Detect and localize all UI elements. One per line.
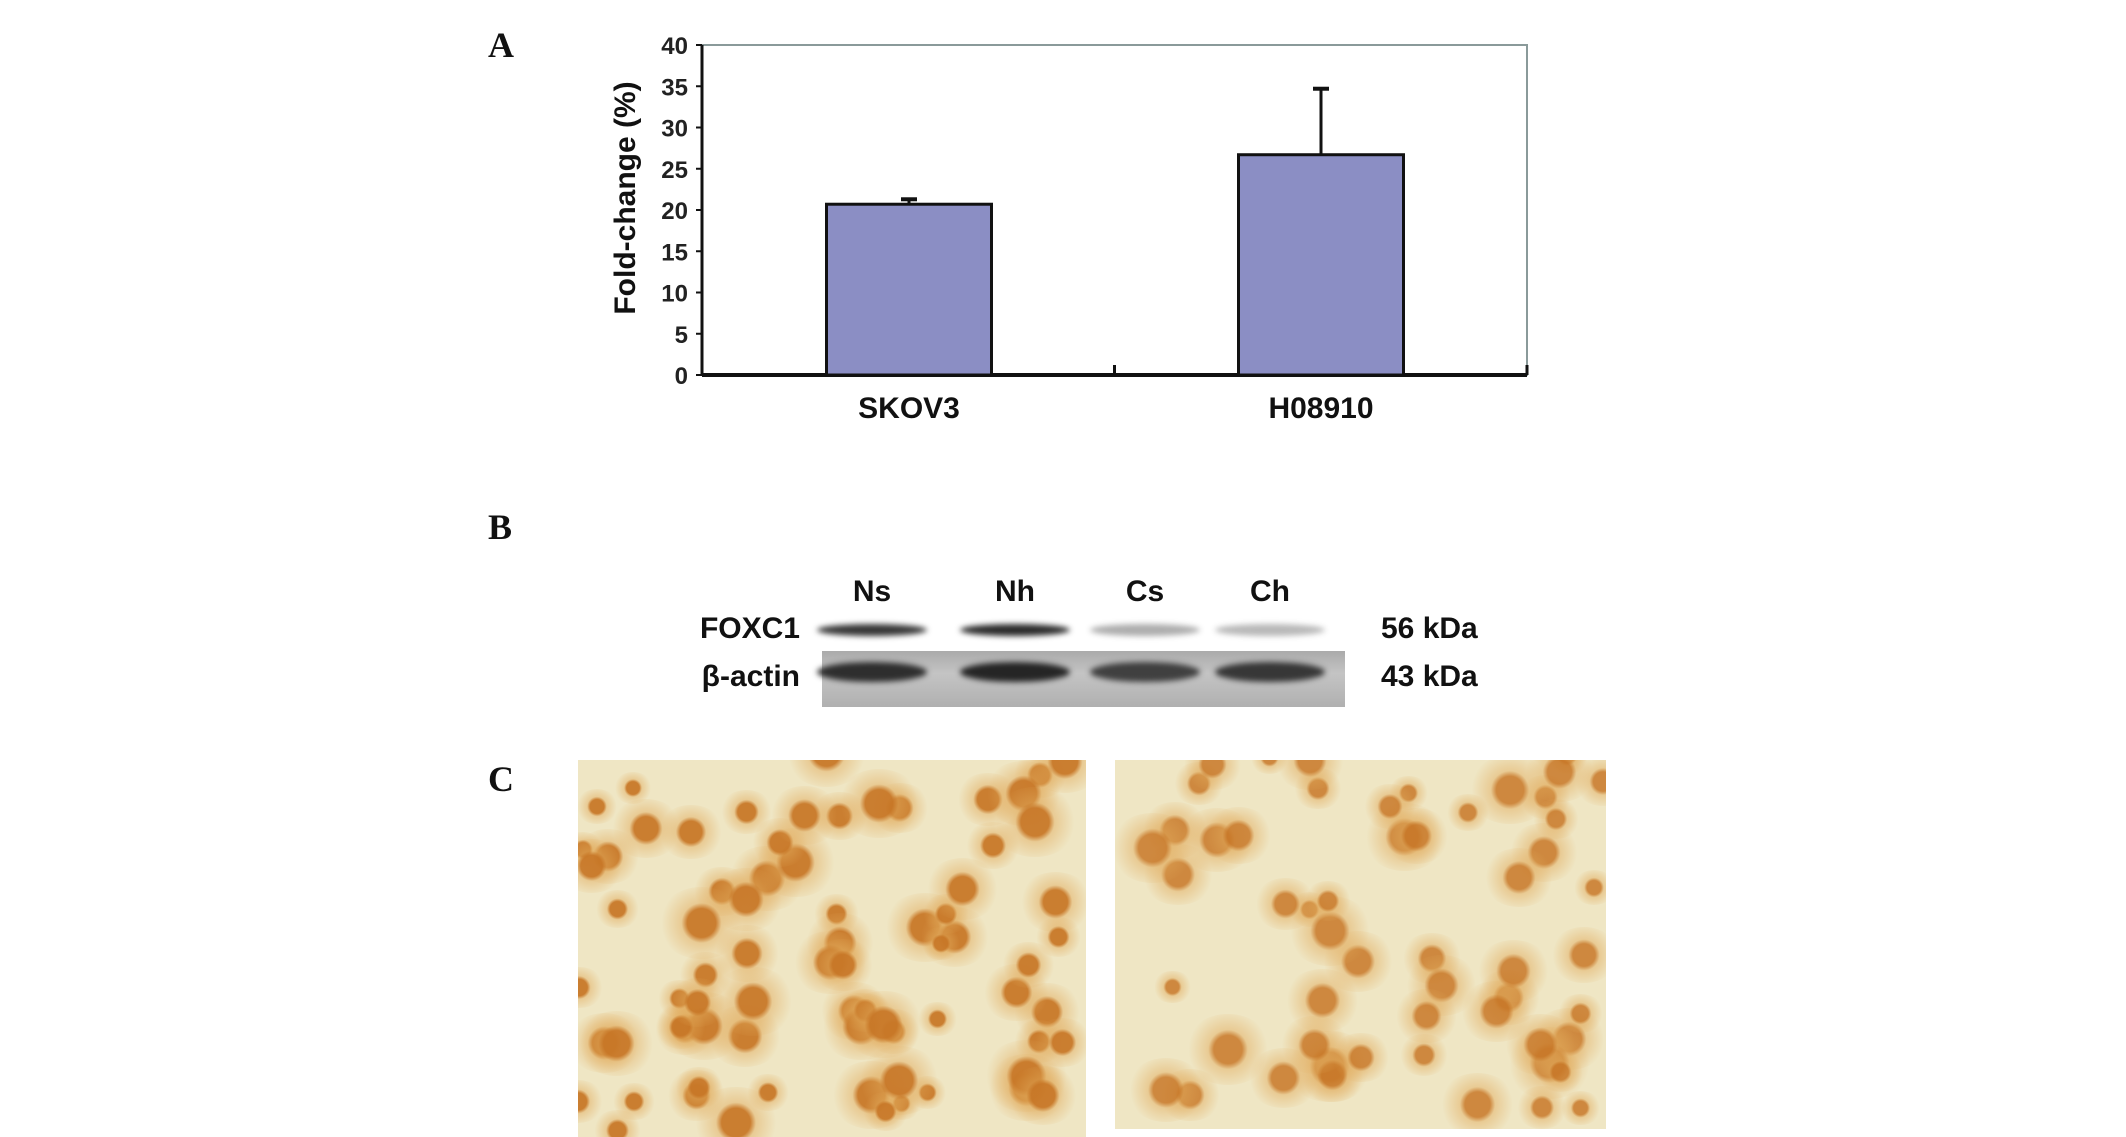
band-FOXC1-Ch <box>1215 624 1325 636</box>
y-tick-label: 25 <box>661 157 688 184</box>
panel-label-a: A <box>488 25 514 65</box>
band-FOXC1-Cs <box>1090 624 1200 636</box>
lane-label-Ch: Ch <box>1250 575 1290 608</box>
row-size-0: 56 kDa <box>1381 612 1478 645</box>
y-tick-label: 40 <box>661 33 688 60</box>
cell-body <box>578 966 605 1008</box>
y-tick-label: 15 <box>661 239 688 266</box>
x-tick-label: SKOV3 <box>858 392 960 425</box>
cell-body <box>1330 1033 1392 1083</box>
y-axis-label: Fold-change (%) <box>609 81 642 314</box>
band-β-actin-Nh <box>960 662 1070 682</box>
bar-SKOV3 <box>825 202 993 377</box>
band-β-actin-Ns <box>817 662 927 682</box>
bar-H08910 <box>1237 153 1405 377</box>
row-label-1: β-actin <box>701 660 800 693</box>
cell-body <box>1535 1051 1586 1092</box>
cell-body <box>610 1083 658 1121</box>
cell-body <box>1202 806 1274 864</box>
cell-body <box>1126 1057 1207 1122</box>
row-size-1: 43 kDa <box>1381 660 1478 693</box>
western-blot: Ns Nh Cs Ch FOXC1 56 kDa β-actin 43 kDa <box>699 575 1478 707</box>
cell-body <box>656 887 747 959</box>
cell-body <box>991 786 1080 858</box>
cell-body <box>1515 1086 1569 1129</box>
cell-body <box>1303 881 1353 921</box>
lane-label-Cs: Cs <box>1125 575 1165 608</box>
y-tick-label: 30 <box>661 116 688 143</box>
band-β-actin-Ch <box>1215 662 1325 682</box>
y-tick-label: 20 <box>661 198 688 225</box>
cell-body <box>612 771 654 805</box>
cell-body <box>1393 989 1461 1043</box>
row-label-0: FOXC1 <box>699 612 800 645</box>
cell-body <box>840 990 926 1059</box>
bar-chart: 0 5 10 15 20 25 30 35 40 SKOV3 H08910 Fold-change (… <box>609 33 1529 425</box>
y-tick-label: 5 <box>675 322 688 349</box>
cell-body <box>860 1091 911 1132</box>
cell-body <box>1115 813 1197 883</box>
cell-body <box>1006 1066 1081 1126</box>
cell-body <box>1151 970 1193 1004</box>
band-FOXC1-Nh <box>960 624 1070 636</box>
cell-body <box>1032 1017 1086 1067</box>
cell-body <box>667 977 729 1028</box>
band-β-actin-Cs <box>1090 662 1200 682</box>
cell-body <box>1571 870 1606 906</box>
lane-label-Ns: Ns <box>852 575 892 608</box>
cell-body <box>923 857 1002 920</box>
cell-body <box>609 799 683 859</box>
y-tick-label: 10 <box>661 281 688 308</box>
cell-body <box>1361 784 1418 830</box>
panel-label-b: B <box>488 507 513 547</box>
cell-body <box>1445 793 1492 831</box>
cell-body <box>1481 847 1556 907</box>
x-tick-label: H08910 <box>1268 392 1373 425</box>
micrograph-h08910 <box>1115 760 1606 1129</box>
panel-label-c: C <box>488 759 514 799</box>
cell-body <box>593 889 642 928</box>
y-tick-label: 0 <box>675 363 688 390</box>
cell-body <box>1437 1072 1518 1129</box>
y-tick-label: 35 <box>661 74 688 101</box>
micrograph-skov3 <box>578 760 1086 1137</box>
cell-body <box>578 1010 657 1076</box>
cell-body <box>810 939 876 992</box>
lane-label-Nh: Nh <box>995 575 1035 608</box>
band-FOXC1-Ns <box>817 624 927 636</box>
cell-body <box>1033 917 1084 957</box>
cell-body <box>768 786 842 845</box>
cell-body <box>1398 1033 1451 1076</box>
cell-body <box>1549 927 1606 983</box>
